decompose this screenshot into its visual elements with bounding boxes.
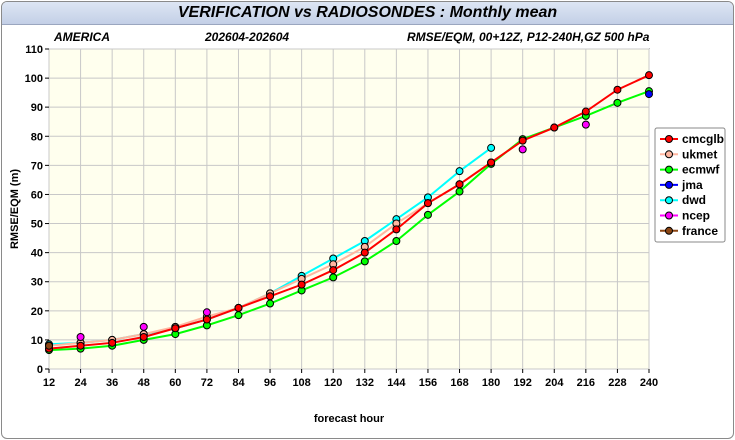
legend-marker-ecmwf [665, 165, 673, 174]
legend-box [654, 127, 726, 243]
y-tick-label: 30 [31, 277, 43, 289]
y-tick-label: 10 [31, 335, 43, 347]
data-point-ecmwf [266, 299, 275, 308]
x-tick-label: 156 [419, 377, 437, 389]
x-tick-label: 24 [74, 377, 87, 389]
legend-label-ecmwf: ecmwf [682, 163, 720, 177]
data-point-cmcglb [360, 248, 369, 257]
legend-marker-jma [665, 180, 673, 189]
data-point-cmcglb [76, 341, 85, 350]
data-point-france [45, 341, 53, 350]
data-point-ncep [76, 333, 85, 341]
legend-marker-ncep [665, 211, 673, 220]
data-point-ecmwf [360, 257, 369, 266]
y-tick-label: 50 [31, 219, 43, 231]
data-point-cmcglb [266, 292, 275, 301]
grid-lines [48, 48, 650, 370]
series-points [45, 71, 653, 355]
data-point-cmcglb [108, 338, 117, 347]
data-point-cmcglb [329, 266, 338, 275]
data-point-cmcglb [202, 315, 211, 324]
x-tick-label: 72 [201, 377, 213, 389]
region-label: AMERICA [53, 30, 110, 44]
legend-label-ncep: ncep [682, 209, 710, 223]
data-point-ecmwf [613, 98, 622, 107]
y-tick-label: 100 [25, 73, 43, 85]
data-point-cmcglb [550, 123, 559, 132]
y-tick-label: 80 [31, 131, 43, 143]
data-point-ecmwf [455, 187, 464, 196]
y-tick-label: 90 [31, 102, 43, 114]
x-tick-label: 228 [608, 377, 626, 389]
window-title: VERIFICATION vs RADIOSONDES : Monthly me… [2, 2, 733, 25]
x-tick-label: 192 [514, 377, 532, 389]
data-point-cmcglb [234, 303, 243, 312]
x-tick-label: 180 [482, 377, 500, 389]
y-tick-label: 0 [37, 364, 43, 376]
description-label: RMSE/EQM, 00+12Z, P12-240H,GZ 500 hPa [407, 30, 650, 44]
legend-label-jma: jma [681, 178, 703, 192]
y-axis: 0 10 20 30 40 50 60 70 80 90 100 110 [25, 44, 49, 376]
y-tick-label: 20 [31, 306, 43, 318]
x-tick-label: 216 [577, 377, 595, 389]
x-tick-label: 144 [387, 377, 406, 389]
data-point-ncep [581, 120, 590, 129]
x-tick-label: 204 [545, 377, 564, 389]
legend-marker-cmcglb [665, 135, 673, 143]
x-tick-label: 108 [292, 377, 310, 389]
x-tick-label: 60 [169, 377, 181, 389]
data-point-cmcglb [297, 280, 306, 289]
y-axis-label: RMSE/EQM (m) [9, 169, 21, 249]
legend-label-cmcglb: cmcglb [682, 132, 724, 146]
y-tick-label: 110 [25, 44, 43, 56]
data-point-cmcglb [645, 71, 653, 80]
x-tick-label: 168 [450, 377, 468, 389]
y-tick-label: 60 [31, 189, 43, 201]
period-label: 202604-202604 [204, 30, 289, 44]
data-point-ecmwf [234, 311, 243, 320]
y-tick-label: 40 [31, 248, 43, 260]
legend-marker-ukmet [665, 150, 673, 159]
data-point-ecmwf [329, 273, 338, 282]
x-tick-label: 48 [138, 377, 150, 389]
x-axis-label: forecast hour [314, 413, 385, 425]
legend-marker-france [665, 226, 673, 235]
y-tick-label: 70 [31, 160, 43, 172]
data-point-ecmwf [392, 237, 401, 245]
legend-label-ukmet: ukmet [682, 147, 717, 161]
data-point-jma [645, 90, 653, 99]
data-point-ecmwf [423, 210, 432, 219]
data-point-ncep [518, 145, 527, 154]
x-axis: 12 24 36 48 60 72 84 96 108 120 132 144 156 168 180 192… [43, 369, 658, 389]
data-point-cmcglb [139, 333, 148, 341]
legend-label-dwd: dwd [682, 193, 706, 207]
x-tick-label: 36 [106, 377, 118, 389]
data-point-cmcglb [455, 180, 464, 189]
x-tick-label: 240 [640, 377, 658, 389]
x-tick-label: 12 [43, 377, 55, 389]
data-point-ncep [202, 308, 211, 317]
data-point-cmcglb [171, 324, 180, 333]
data-point-cmcglb [581, 107, 590, 116]
data-point-cmcglb [487, 158, 496, 167]
series-line-cmcglb [48, 74, 650, 350]
x-tick-label: 84 [232, 377, 245, 389]
data-point-cmcglb [518, 136, 527, 145]
legend-label-france: france [682, 224, 718, 238]
data-point-dwd [487, 143, 496, 152]
x-tick-label: 120 [324, 377, 342, 389]
plot-area [48, 48, 650, 370]
x-tick-label: 132 [356, 377, 374, 389]
legend-marker-dwd [665, 196, 673, 205]
data-point-ncep [139, 322, 148, 331]
data-point-cmcglb [392, 225, 401, 234]
data-point-cmcglb [613, 85, 622, 94]
data-point-cmcglb [423, 199, 432, 208]
x-tick-label: 96 [264, 377, 276, 389]
data-point-dwd [455, 167, 464, 176]
